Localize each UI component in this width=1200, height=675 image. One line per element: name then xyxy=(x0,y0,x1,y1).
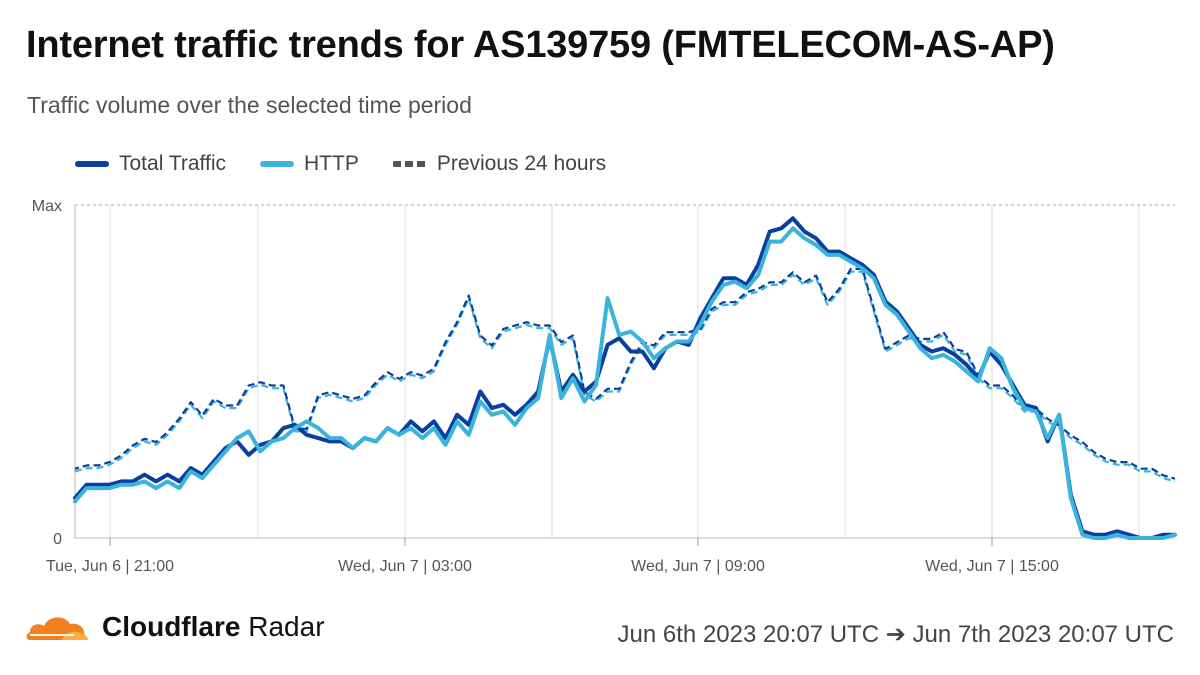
x-tick-label-0: Tue, Jun 6 | 21:00 xyxy=(46,558,174,575)
y-tick-label-max: Max xyxy=(32,198,62,215)
cloudflare-logo-icon xyxy=(26,617,88,640)
brand-name: Cloudflare Radar xyxy=(102,611,325,643)
chart-series xyxy=(73,216,1177,540)
x-tick-label-2: Wed, Jun 7 | 09:00 xyxy=(631,558,765,575)
time-range-label: Jun 6th 2023 20:07 UTC ➔ Jun 7th 2023 20… xyxy=(617,621,1174,648)
legend-swatch-previous-24-hours xyxy=(392,161,427,167)
x-tick-label-3: Wed, Jun 7 | 15:00 xyxy=(925,558,1059,575)
legend-label-total-traffic: Total Traffic xyxy=(119,152,226,175)
legend-item-previous-24-hours[interactable]: Previous 24 hours xyxy=(392,152,607,176)
y-tick-label-zero: 0 xyxy=(53,531,62,548)
legend-swatch-total-traffic xyxy=(75,161,109,167)
legend-item-http[interactable]: HTTP xyxy=(260,152,359,176)
legend-item-total-traffic[interactable]: Total Traffic xyxy=(75,152,226,176)
legend-label-http: HTTP xyxy=(304,152,359,175)
x-tick-label-1: Wed, Jun 7 | 03:00 xyxy=(338,558,472,575)
brand-name-light: Radar xyxy=(248,611,325,642)
series-line-http xyxy=(73,226,1177,540)
traffic-line-chart: Max 0 Tue, Jun 6 | 21:00 Wed, Jun 7 | 03:00… xyxy=(32,198,1177,575)
legend-label-previous-24-hours: Previous 24 hours xyxy=(436,152,607,175)
chart-axis-labels: Max 0 Tue, Jun 6 | 21:00 Wed, Jun 7 | 03:00… xyxy=(32,198,1059,575)
chart-subtitle: Traffic volume over the selected time pe… xyxy=(27,92,472,118)
chart-legend: Total Traffic HTTP Previous 24 hours xyxy=(75,150,606,178)
chart-title: Internet traffic trends for AS139759 (FM… xyxy=(26,24,1055,66)
brand-name-bold: Cloudflare xyxy=(102,611,241,642)
series-line-previous-24-hours-total xyxy=(74,267,1176,480)
cloudflare-radar-brand: Cloudflare Radar xyxy=(24,610,325,644)
legend-swatch-http xyxy=(260,161,294,167)
